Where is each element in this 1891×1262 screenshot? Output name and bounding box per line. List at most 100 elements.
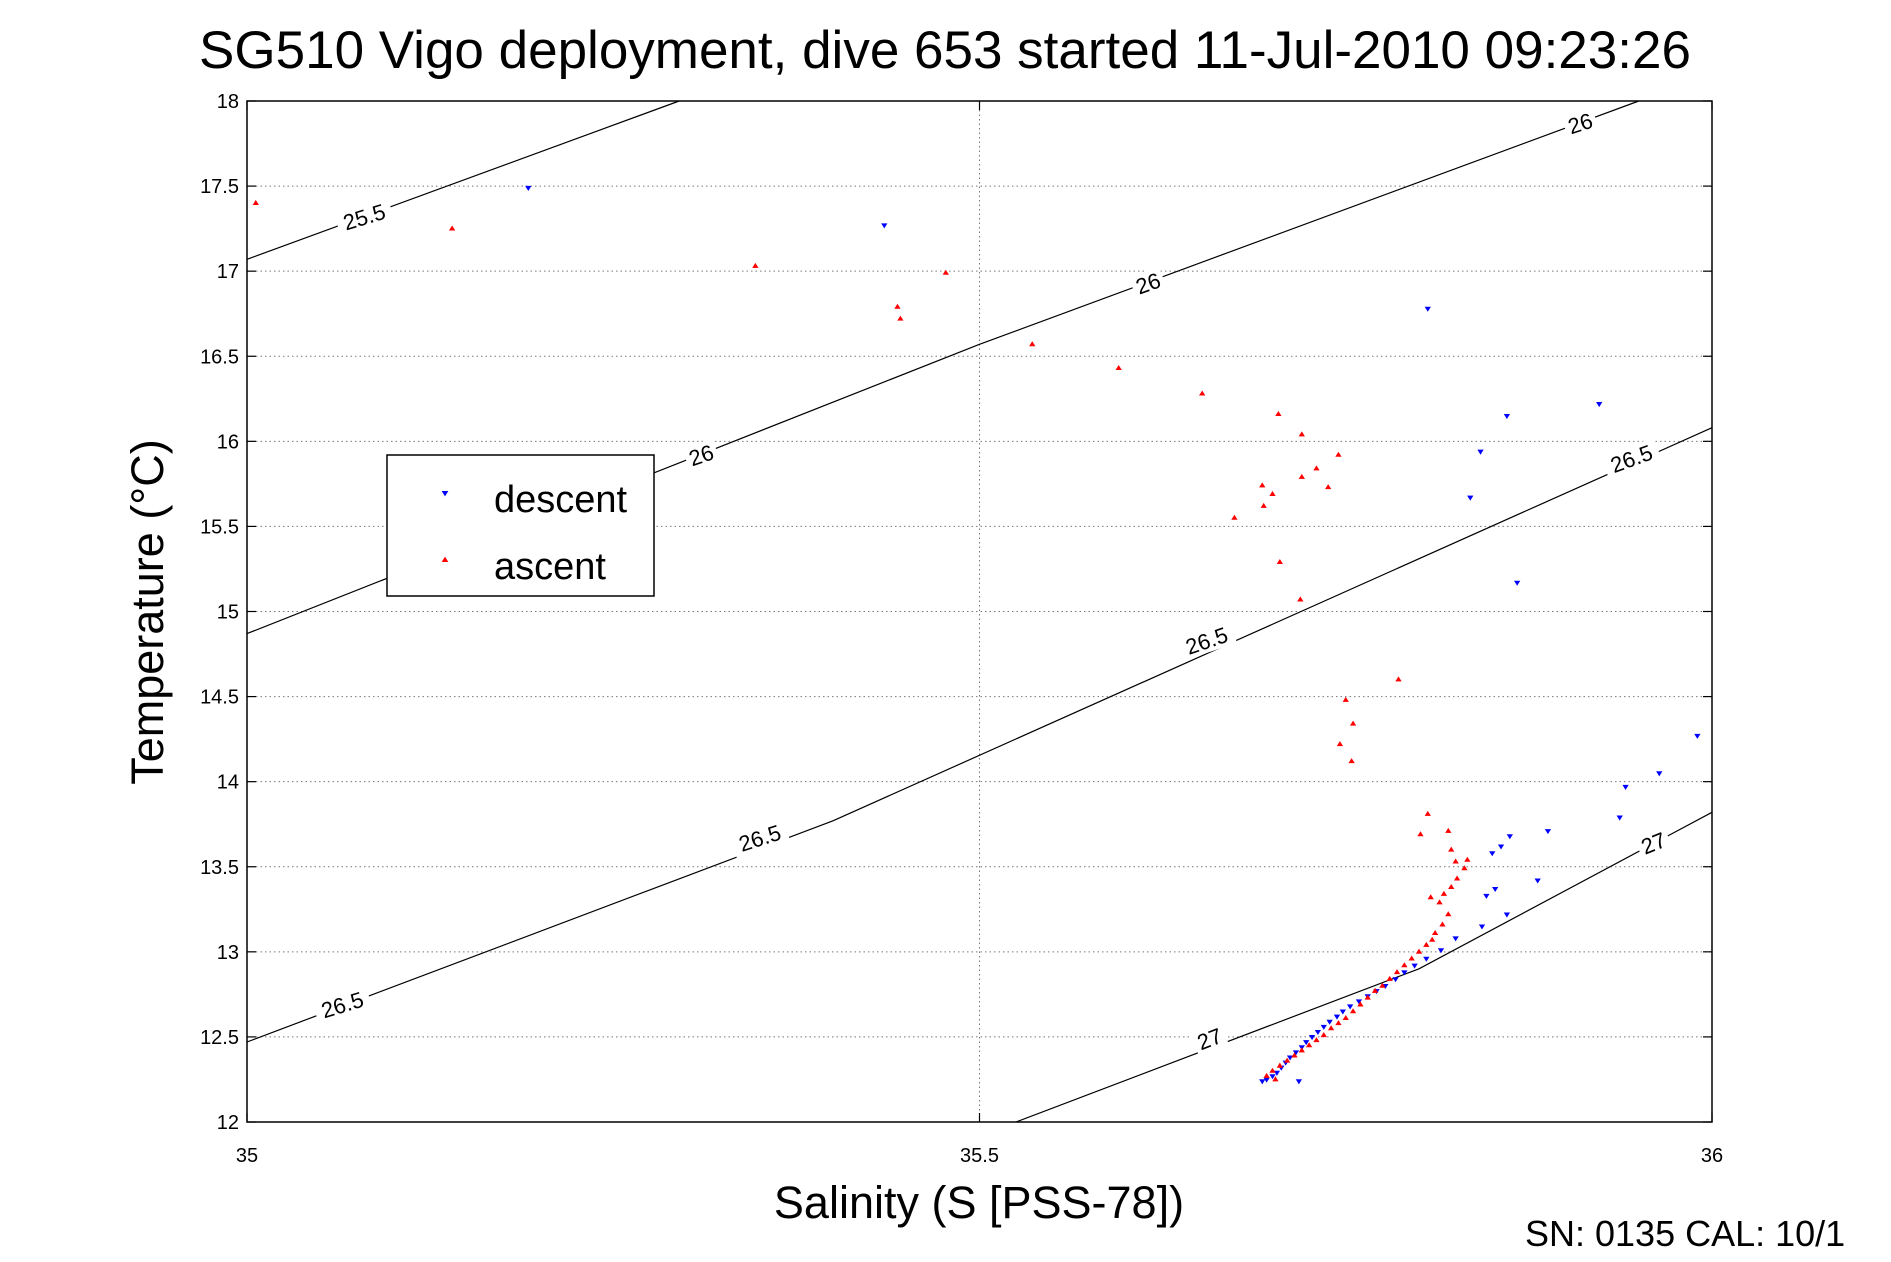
y-tick-label: 14 [217,772,239,794]
legend-label-descent: descent [494,479,628,521]
descent-point [881,223,888,229]
axis-ticks: 35 35.5 36 12 12.5 13 13.5 14 14.5 15 15.5 16 16.5 17… [200,91,1723,1167]
legend-box [386,454,655,597]
ascent-point [1115,364,1122,371]
chart-title: SG510 Vigo deployment, dive 653 started … [199,21,1691,80]
descent-point [1308,1035,1316,1041]
ascent-point [1424,810,1431,816]
ascent-point [1313,465,1320,471]
descent-point [1269,1074,1276,1080]
data-points [252,185,1701,1085]
y-tick-label: 15.5 [200,516,239,538]
ascent-point [1379,982,1386,988]
legend: descent ascent [386,454,655,597]
descent-point [1544,829,1552,835]
ascent-point [1371,987,1379,993]
descent-point [1314,1029,1322,1035]
ascent-point [252,199,259,205]
descent-point [1467,495,1474,501]
y-tick-label: 14.5 [200,687,239,709]
descent-point [1477,449,1484,455]
ascent-point [448,225,456,231]
ascent-point [1436,899,1443,905]
descent-point [1483,893,1490,899]
ascent-point [1263,1072,1270,1078]
descent-point [1392,977,1399,983]
ascent-point [1231,514,1238,520]
ascent-point [1269,490,1276,496]
ascent-point [1276,558,1283,565]
y-tick-label: 12 [217,1112,239,1134]
legend-label-ascent: ascent [494,546,606,588]
x-tick-label: 35.5 [960,1145,999,1167]
ascent-point [1415,948,1423,954]
ascent-point [1259,482,1266,488]
descent-point [1333,1014,1341,1020]
descent-point [1339,1009,1346,1015]
ascent-point [1336,741,1344,747]
descent-point [1423,956,1430,962]
ascent-point [1461,865,1468,871]
ascent-point [1431,929,1439,935]
descent-point [1401,970,1408,976]
y-tick-label: 17 [217,261,239,283]
contour-line-26.5 [246,427,1713,1043]
descent-point [1411,963,1418,969]
ascent-point [1297,596,1304,602]
ascent-point [1423,941,1430,947]
ascent-point [1029,341,1036,347]
ascent-point [894,303,901,309]
ascent-point [1320,1032,1327,1038]
ascent-point [1284,1057,1291,1063]
ascent-point [1269,1067,1276,1073]
ascent-point [1298,473,1305,479]
descent-point [1503,912,1511,918]
y-tick-label: 12.5 [200,1027,239,1049]
descent-point [525,185,532,191]
ascent-point [1429,936,1436,942]
contour-label-background [1176,619,1237,661]
ascent-point [1275,410,1282,416]
contour-label-background [311,984,373,1025]
x-axis-label: Salinity (S [PSS-78]) [774,1177,1184,1228]
ascent-point [1453,875,1461,881]
ascent-point [1260,502,1267,508]
ascent-point [1335,451,1342,457]
descent-point [1295,1079,1303,1085]
ascent-point [1445,827,1452,833]
x-tick-label: 36 [1701,1145,1723,1167]
ascent-point [1452,858,1459,864]
y-tick-label: 17.5 [200,176,239,198]
contour-label-background [729,817,791,858]
ascent-point [1327,1025,1335,1031]
y-tick-label: 16 [217,431,239,453]
x-tick-label: 35 [236,1145,258,1167]
descent-point [1656,771,1663,777]
ascent-point [1325,484,1332,490]
descent-point [1596,402,1603,408]
descent-point [1514,580,1521,586]
ascent-point [1464,856,1471,862]
descent-point [1503,413,1511,419]
descent-point [1534,878,1541,884]
ascent-point [1276,1062,1283,1068]
descent-point [1616,815,1623,821]
ascent-point [1445,911,1452,917]
contour-label-background [333,197,395,237]
y-tick-label: 15 [217,602,239,624]
ascent-point [1408,955,1415,961]
ascent-point [1298,1047,1305,1053]
ascent-point [1393,969,1401,975]
descent-point [1273,1070,1281,1076]
descent-point [1694,733,1701,739]
y-tick-label: 18 [217,91,239,113]
ascent-point [1199,390,1206,396]
ascent-point [1395,676,1402,682]
descent-point [1492,887,1499,893]
contour-label-background [1634,825,1673,861]
ascent-point [1335,1020,1342,1026]
grid [247,101,1712,1122]
descent-point [1452,936,1459,942]
serial-calibration-note: SN: 0135 CAL: 10/1 [1525,1213,1845,1254]
